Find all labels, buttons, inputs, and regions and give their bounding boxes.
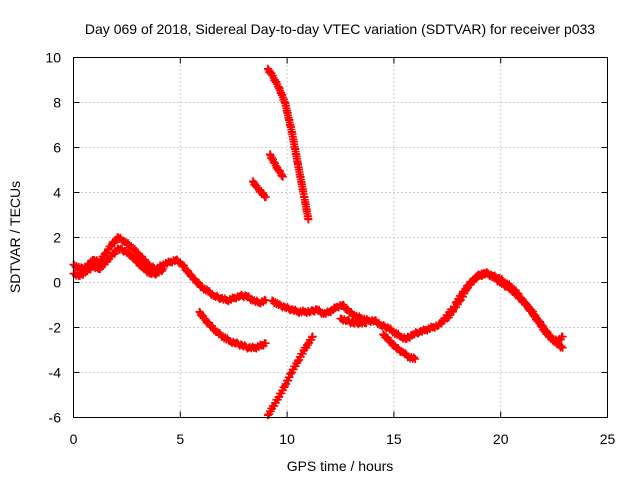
series-arc-steep-down: [263, 332, 317, 420]
series-arc-mid-2: [336, 314, 371, 329]
y-tick-label: -4: [49, 365, 62, 381]
series-arc-steep-up: [263, 64, 313, 224]
y-tick-label: 4: [53, 185, 61, 201]
series-arc-short-a: [266, 150, 287, 181]
y-tick-label: -6: [49, 410, 62, 426]
series-arc-short-b: [248, 177, 270, 202]
y-tick-label: 2: [53, 230, 61, 246]
series-arc-right-2: [451, 268, 567, 346]
chart-title: Day 069 of 2018, Sidereal Day-to-day VTE…: [85, 21, 595, 37]
x-tick-label: 20: [493, 431, 509, 447]
x-tick-label: 15: [386, 431, 402, 447]
series-arc-dip: [379, 330, 420, 363]
y-tick-label: 8: [53, 95, 61, 111]
y-tick-label: 10: [45, 50, 61, 66]
series-arc-main-2: [69, 244, 168, 280]
x-axis-label: GPS time / hours: [287, 458, 394, 474]
series-arc-lower: [195, 307, 270, 353]
y-tick-label: 6: [53, 140, 61, 156]
y-tick-labels: -6 -4 -2 0 2 4 6 8 10: [45, 50, 61, 426]
y-tick-label: -2: [49, 320, 62, 336]
plot-frame: [73, 57, 608, 418]
grid-lines: [73, 57, 608, 418]
y-axis-label: SDTVAR / TECUs: [7, 181, 23, 293]
x-tick-label: 0: [70, 431, 78, 447]
x-tick-label: 10: [279, 431, 295, 447]
series-arc-middle: [268, 296, 456, 343]
x-tick-labels: 0 5 10 15 20 25: [70, 431, 616, 447]
y-tick-label: 0: [53, 275, 61, 291]
data-points: [69, 64, 567, 420]
x-tick-label: 5: [176, 431, 184, 447]
x-tick-label: 25: [600, 431, 616, 447]
